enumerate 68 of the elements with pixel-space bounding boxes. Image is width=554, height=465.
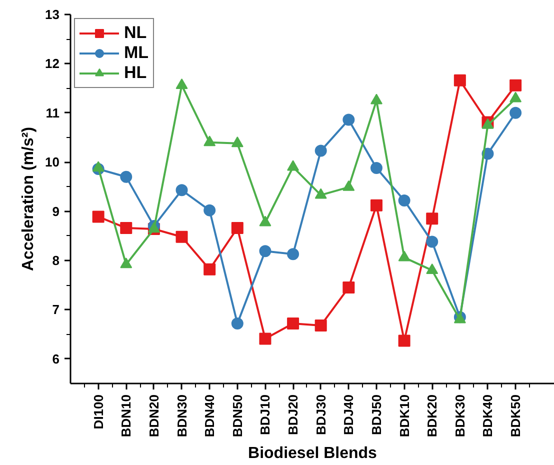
- point: [342, 180, 355, 191]
- x-tick-label: BDK20: [424, 394, 440, 438]
- point: [510, 79, 522, 92]
- legend-label: NL: [124, 23, 147, 43]
- x-tick-label: BDN40: [202, 394, 218, 438]
- x-tick-label: BDJ40: [341, 394, 356, 435]
- y-tick-label: 12: [45, 56, 60, 72]
- x-axis-title: Biodiesel Blends: [248, 445, 378, 462]
- x-tick-label: BDK10: [396, 394, 412, 438]
- x-tick-label: BDK30: [452, 394, 468, 438]
- point: [398, 194, 410, 206]
- point: [426, 263, 438, 274]
- point: [204, 263, 216, 276]
- point: [176, 184, 188, 196]
- point: [398, 250, 410, 262]
- point: [314, 188, 327, 199]
- point: [510, 106, 522, 119]
- point: [204, 204, 216, 216]
- y-tick-label: 6: [52, 351, 60, 366]
- point: [370, 94, 382, 104]
- point: [92, 161, 104, 172]
- legend-label: ML: [124, 43, 149, 63]
- point: [204, 136, 216, 146]
- y-tick-label: 10: [45, 154, 60, 170]
- point: [120, 170, 132, 183]
- point: [314, 144, 327, 157]
- point: [398, 334, 410, 347]
- point: [231, 317, 244, 330]
- point: [342, 114, 355, 126]
- point: [426, 236, 438, 248]
- point: [120, 222, 132, 234]
- point: [120, 258, 132, 268]
- point: [176, 230, 188, 243]
- x-tick-label: BDJ30: [313, 394, 328, 435]
- point: [454, 74, 466, 86]
- x-tick-label: DI100: [90, 394, 106, 430]
- x-tick-label: BDN10: [118, 394, 134, 438]
- y-tick-label: 13: [45, 7, 60, 22]
- x-tick-label: BDN50: [230, 394, 245, 438]
- point: [287, 160, 300, 171]
- x-tick-label: BDJ10: [258, 394, 273, 435]
- x-tick-label: BDK50: [508, 394, 524, 438]
- x-tick-label: BDN20: [146, 394, 162, 438]
- y-axis-title: Acceleration (m/s²): [20, 126, 38, 272]
- point: [92, 210, 104, 223]
- y-tick-label: 8: [52, 253, 60, 268]
- point: [342, 282, 355, 294]
- x-tick-label: BDK40: [480, 394, 496, 438]
- x-tick-label: BDJ50: [368, 394, 384, 435]
- point: [287, 248, 300, 260]
- point: [370, 199, 382, 212]
- y-tick-label: 11: [46, 105, 60, 120]
- x-tick-label: BDJ20: [286, 394, 301, 435]
- y-tick-label: 7: [52, 302, 60, 318]
- point: [426, 212, 438, 225]
- point: [259, 216, 272, 226]
- point: [259, 245, 272, 258]
- point: [259, 332, 272, 345]
- point: [231, 136, 244, 148]
- x-tick-label: BDN30: [174, 394, 190, 438]
- point: [231, 222, 244, 234]
- point: [510, 92, 522, 102]
- point: [176, 78, 188, 90]
- y-tick-label: 9: [52, 204, 60, 219]
- point: [370, 162, 382, 174]
- point: [287, 317, 300, 330]
- legend-label: HL: [124, 63, 147, 83]
- point: [314, 319, 327, 332]
